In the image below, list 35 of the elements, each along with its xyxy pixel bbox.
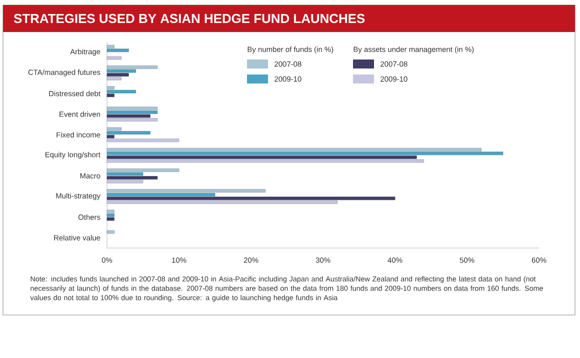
bar xyxy=(106,210,114,214)
bar xyxy=(106,217,114,221)
bar xyxy=(106,172,144,176)
bar xyxy=(106,192,216,196)
bar xyxy=(106,230,114,234)
bar xyxy=(106,152,504,156)
bar xyxy=(106,73,129,76)
bar xyxy=(106,106,158,110)
bar xyxy=(106,159,424,163)
bar xyxy=(106,176,158,180)
bar xyxy=(106,127,122,131)
bar xyxy=(106,156,417,159)
chart-title: STRATEGIES USED BY ASIAN HEDGE FUND LAUNCHES xyxy=(14,14,365,24)
bar xyxy=(106,48,129,52)
bar xyxy=(106,168,180,172)
bar xyxy=(106,114,150,118)
bar xyxy=(106,189,266,192)
bar xyxy=(106,180,144,184)
bar xyxy=(106,66,158,69)
bar xyxy=(106,148,482,152)
bar xyxy=(106,90,136,94)
bar xyxy=(106,56,122,60)
bar xyxy=(106,214,114,217)
bar xyxy=(106,118,158,122)
bar xyxy=(106,76,122,80)
bar xyxy=(106,196,396,200)
bar xyxy=(106,44,114,48)
bar xyxy=(106,69,136,73)
bar xyxy=(106,200,338,204)
bar xyxy=(106,110,158,114)
bar xyxy=(106,138,180,142)
bar xyxy=(106,131,150,134)
bar xyxy=(106,94,114,98)
bar xyxy=(106,134,114,138)
bar xyxy=(106,86,114,90)
